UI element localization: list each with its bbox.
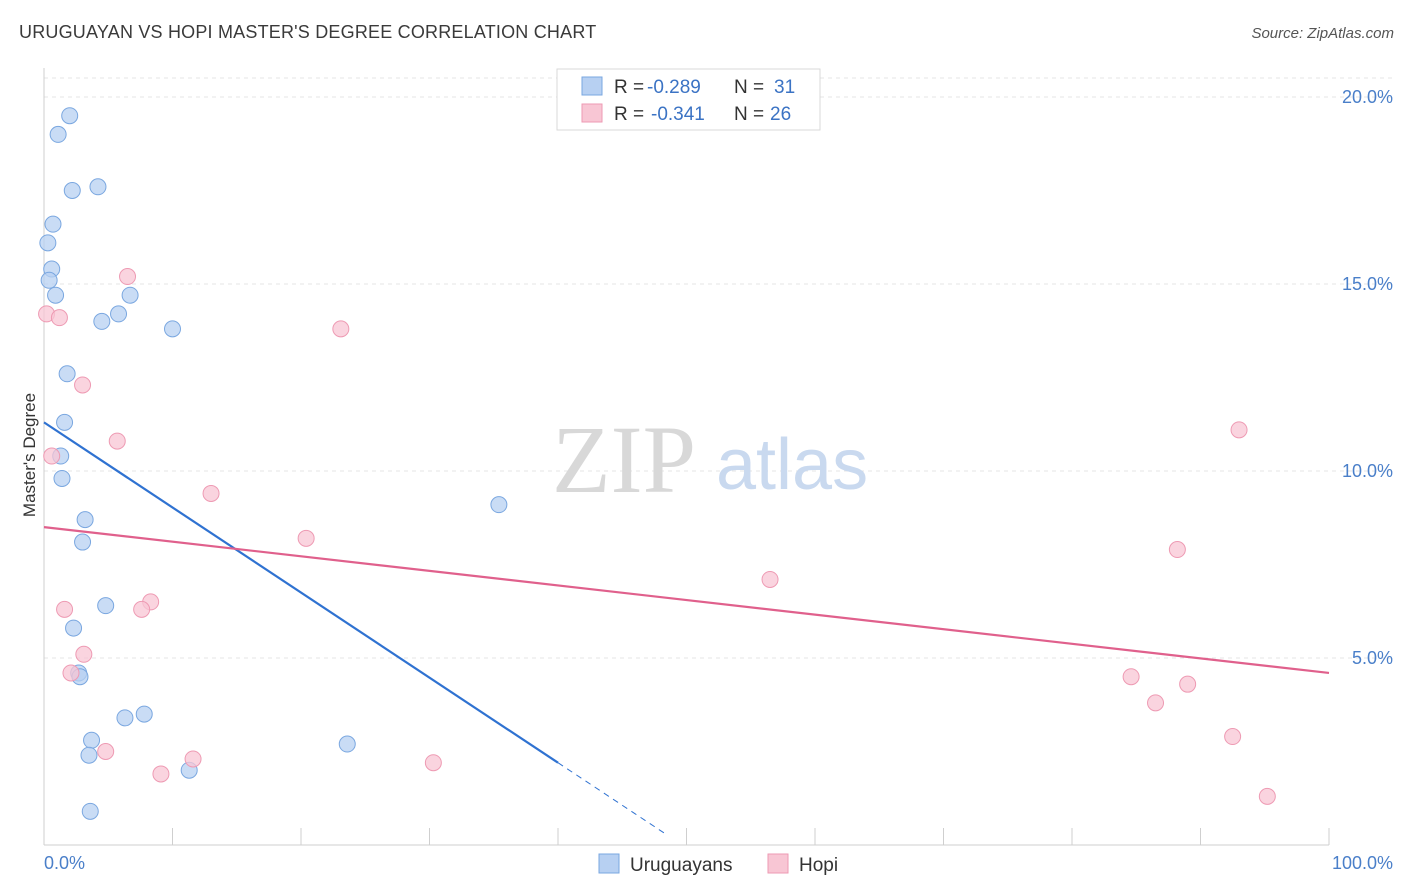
point-uruguayans-25 [116,709,134,727]
point-hopi-14 [133,600,151,618]
y-tick-label-2: 15.0% [1342,274,1393,294]
legend-r-label-1: R = [614,77,649,98]
legend-n-value-1: 31 [774,77,795,98]
point-hopi-5 [108,432,126,450]
x-tick-label-1: 100.0% [1332,853,1393,873]
point-hopi-10 [1168,541,1186,559]
point-hopi-21 [97,743,115,760]
grid-lines [44,77,1394,659]
x-tick-label-0: 0.0% [44,853,85,873]
series-legend-swatch-uruguayans [598,853,620,874]
point-hopi-3 [332,320,350,338]
point-hopi-23 [424,754,442,772]
y-tick-label-1: 10.0% [1342,461,1393,481]
legend-row-1: R = -0.289 N = 31 [614,77,795,98]
point-uruguayans-27 [338,735,356,753]
point-hopi-15 [75,645,93,663]
legend-swatch-uruguayans [581,76,603,96]
trend-lines [43,421,1330,836]
y-axis-label: Master's Degree [20,393,39,517]
point-uruguayans-28 [80,746,98,764]
point-uruguayans-12 [164,320,181,338]
series-legend-label-hopi: Hopi [799,855,838,876]
point-uruguayans-26 [83,731,101,749]
point-uruguayans-13 [58,365,76,383]
point-hopi-25 [1258,787,1276,805]
legend-swatch-hopi [581,103,603,123]
point-hopi-2 [119,268,137,286]
point-hopi-16 [62,664,80,682]
point-uruguayans-1 [49,125,67,143]
point-hopi-6 [43,447,61,465]
point-hopi-8 [297,529,315,547]
point-uruguayans-18 [74,533,92,551]
point-uruguayans-20 [97,597,115,615]
axes [43,68,1330,846]
point-uruguayans-24 [135,705,153,723]
point-uruguayans-3 [89,178,107,196]
trend-line-hopi [43,526,1330,675]
legend-r-label-2: R = [614,104,649,125]
point-uruguayans-9 [121,286,139,304]
point-uruguayans-2 [63,182,81,199]
point-uruguayans-8 [47,286,65,304]
legend-row-2: R = -0.341 N = 26 [614,104,791,125]
point-uruguayans-4 [44,215,62,233]
point-hopi-24 [152,765,170,783]
trend-line-uruguayans [43,421,559,764]
watermark-atlas: atlas [716,425,868,505]
point-hopi-17 [1122,668,1140,686]
trend-line-extension-uruguayans [557,762,668,836]
stats-legend: R = -0.289 N = 31 R = -0.341 N = 26 [556,68,821,131]
legend-n-value-2: 26 [770,104,791,125]
watermark: ZIP atlas [552,406,868,513]
point-hopi-9 [1230,421,1248,439]
point-hopi-11 [761,570,779,588]
legend-n-label-2: N = [734,104,769,125]
point-hopi-19 [1147,694,1165,712]
point-uruguayans-30 [81,802,99,820]
watermark-zip: ZIP [552,406,696,513]
point-hopi-18 [1179,675,1197,693]
series-legend: Uruguayans Hopi [598,853,838,876]
point-hopi-7 [202,484,220,502]
data-points [38,107,1276,820]
point-hopi-20 [1224,728,1242,746]
legend-n-label-1: N = [734,77,769,98]
point-uruguayans-11 [93,312,111,330]
series-legend-swatch-hopi [767,853,789,874]
tick-labels: 5.0% 10.0% 15.0% 20.0% 0.0% 100.0% [44,87,1393,873]
point-hopi-4 [74,376,92,394]
series-legend-label-uruguayans: Uruguayans [630,855,732,876]
point-uruguayans-17 [76,511,94,529]
point-uruguayans-0 [61,107,79,125]
point-uruguayans-10 [110,305,128,323]
point-uruguayans-21 [65,619,83,637]
source-label: Source: ZipAtlas.com [1251,25,1394,42]
chart-title: URUGUAYAN VS HOPI MASTER'S DEGREE CORREL… [19,22,597,42]
y-tick-label-0: 5.0% [1352,648,1393,668]
point-uruguayans-7 [40,271,58,289]
point-hopi-1 [50,309,68,327]
point-uruguayans-14 [56,413,74,431]
legend-r-value-1: -0.289 [647,77,701,98]
legend-r-value-2: -0.341 [651,104,705,125]
y-tick-label-3: 20.0% [1342,87,1393,107]
point-uruguayans-16 [53,469,71,487]
point-hopi-13 [56,600,74,618]
point-hopi-22 [184,750,202,768]
point-uruguayans-19 [490,496,508,514]
point-uruguayans-5 [39,234,57,252]
